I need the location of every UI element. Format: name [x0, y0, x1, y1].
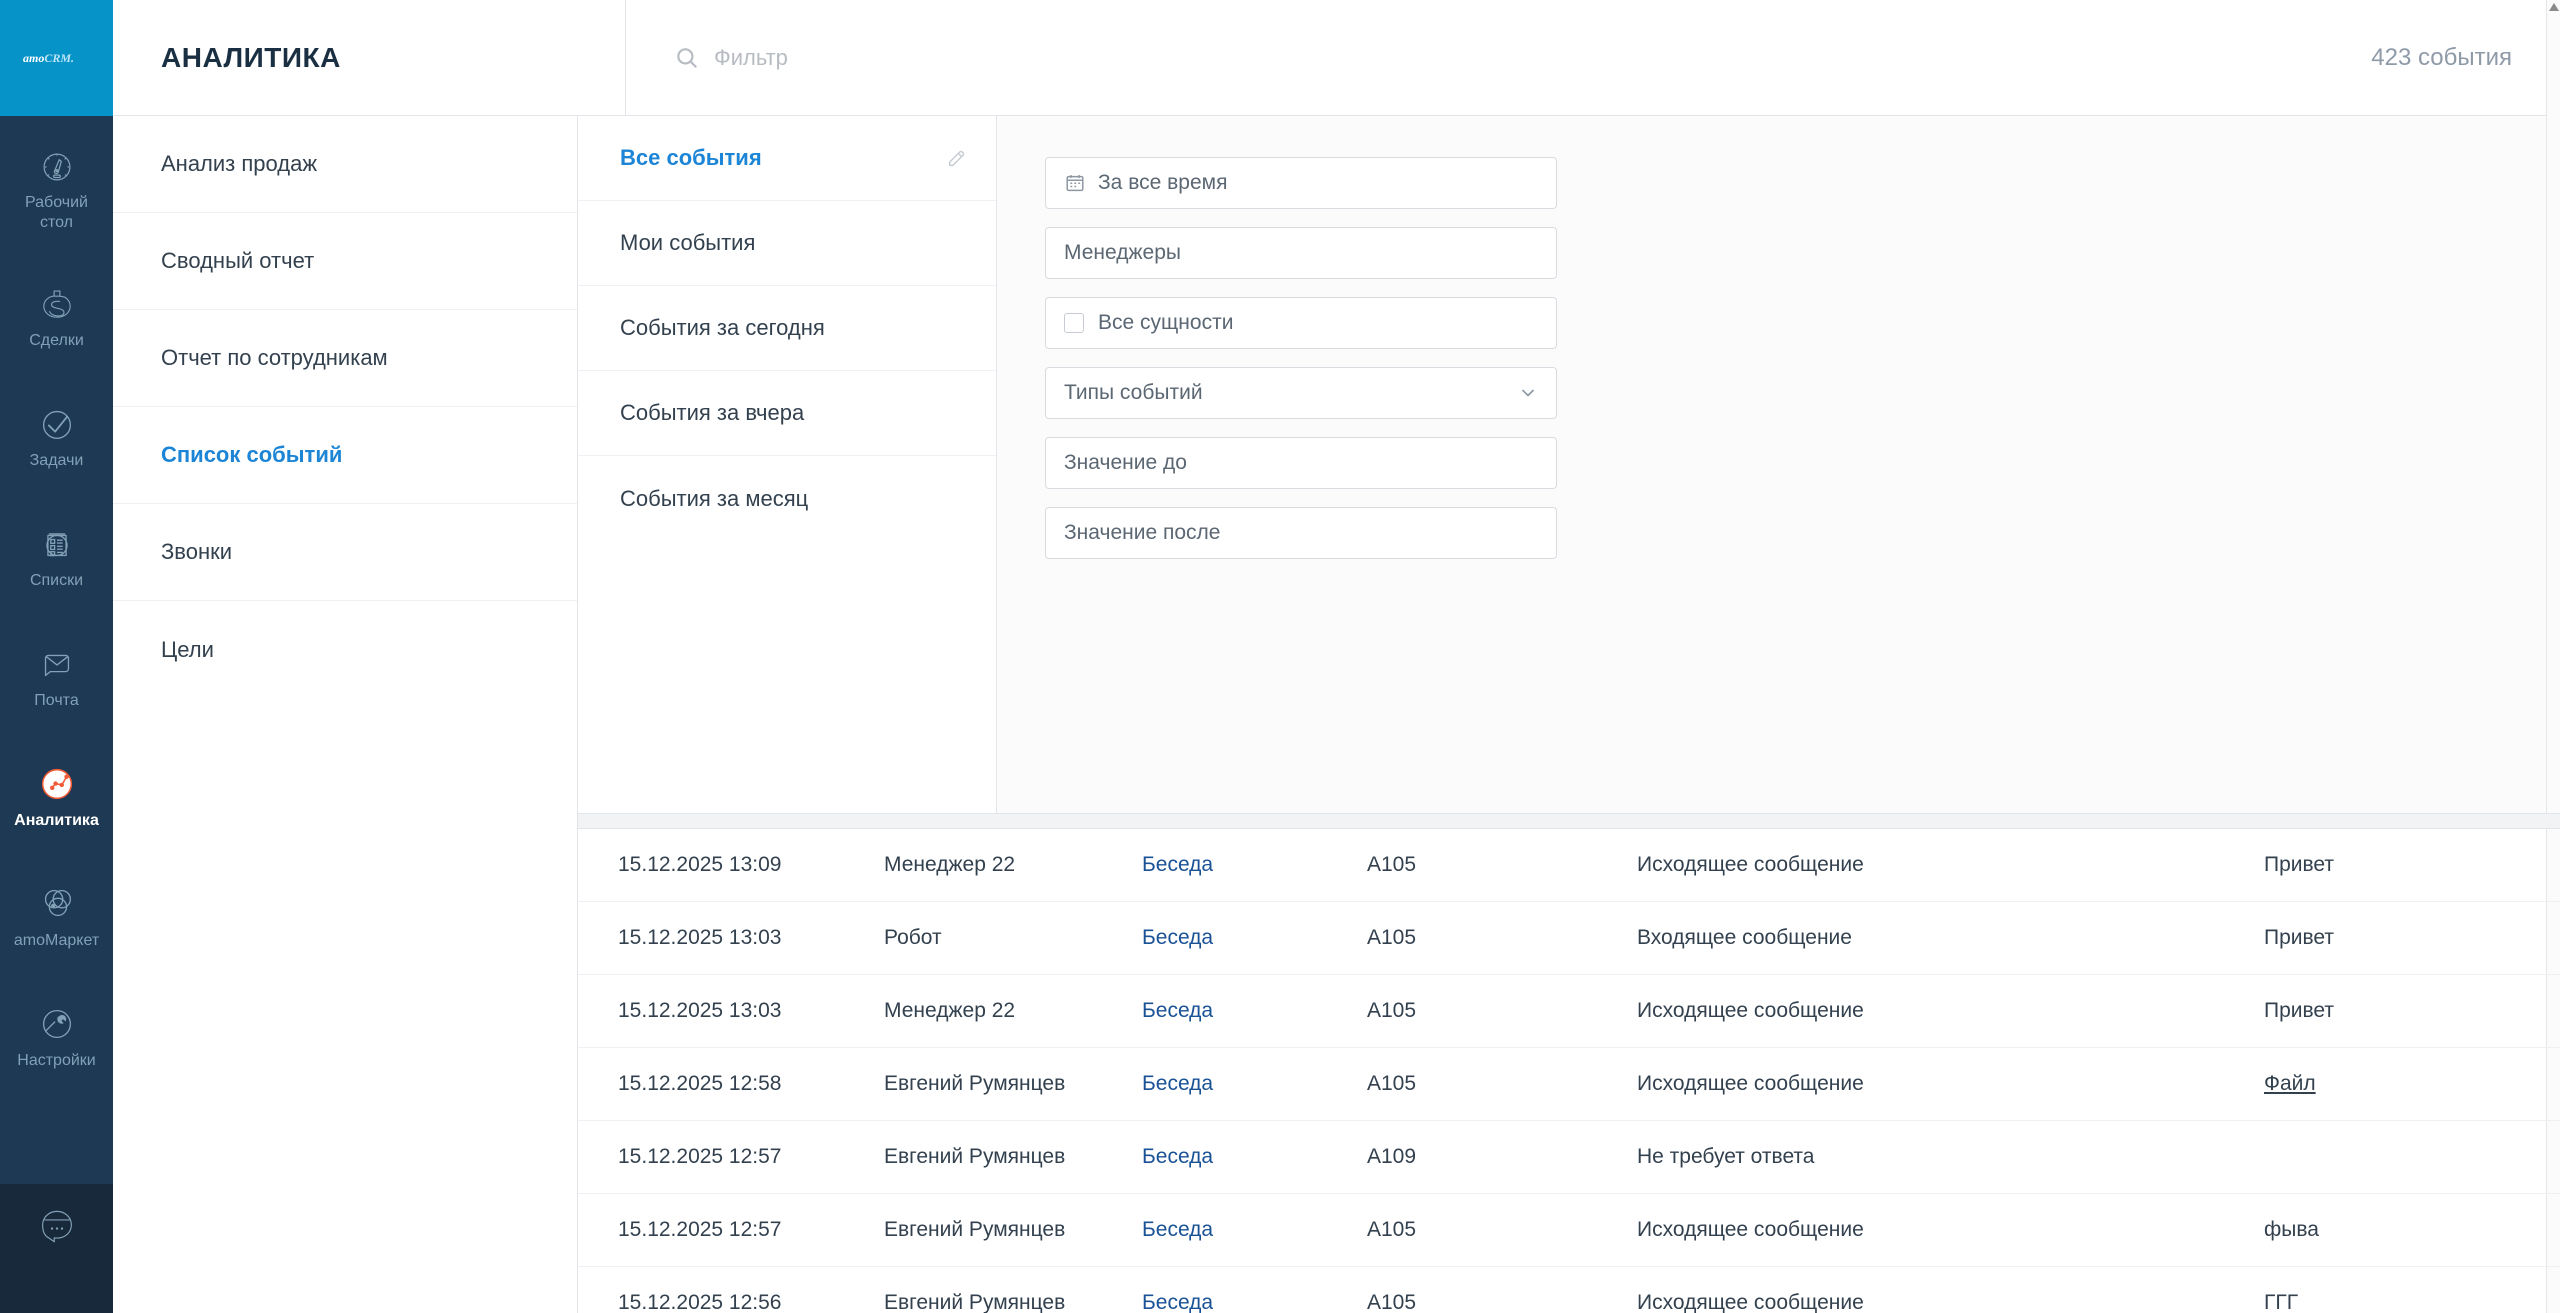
svg-text:amoCRM.: amoCRM.	[23, 51, 74, 65]
